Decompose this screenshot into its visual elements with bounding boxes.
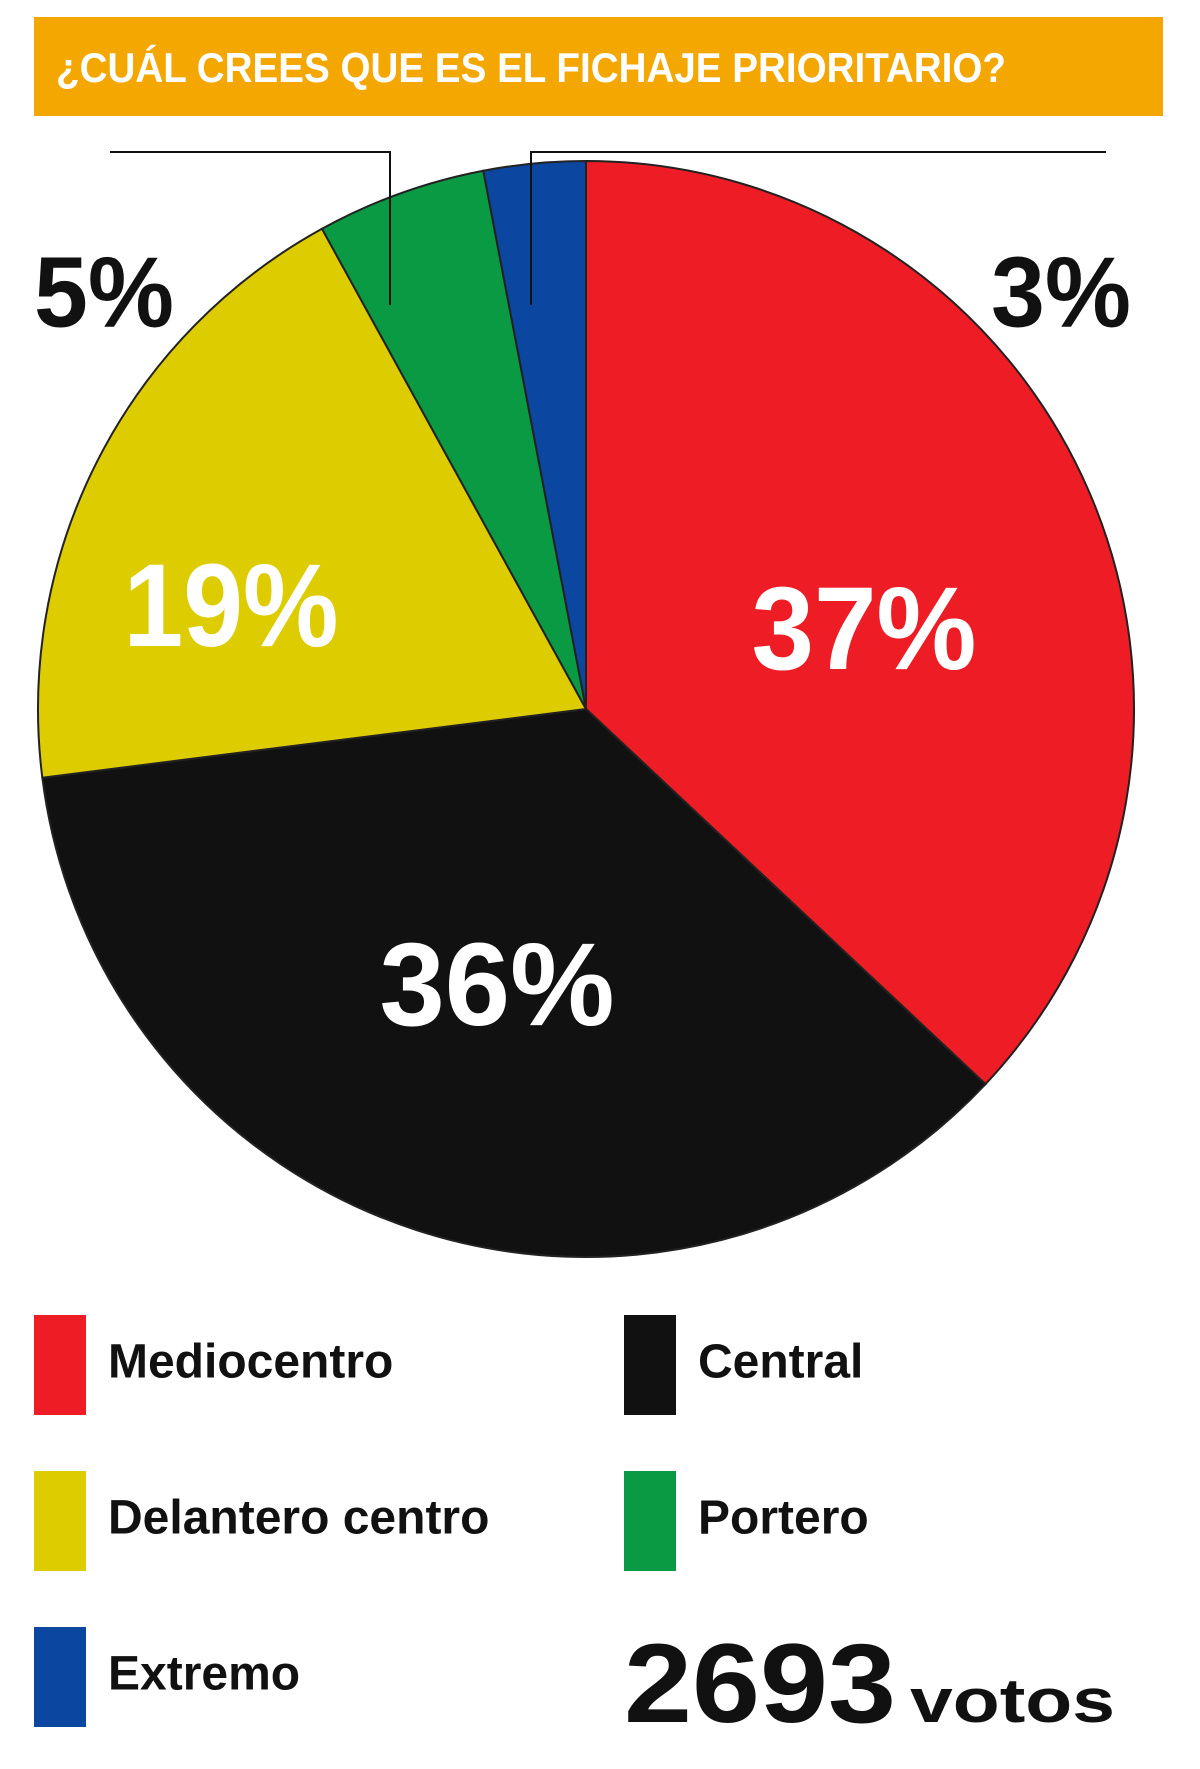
data-label: 37% xyxy=(752,563,977,695)
legend-swatch xyxy=(34,1471,86,1571)
leader-line xyxy=(530,151,1106,305)
legend-swatch xyxy=(624,1315,676,1415)
pie-slice xyxy=(482,159,587,710)
data-label: 5% xyxy=(34,236,174,348)
legend-label: Extremo xyxy=(108,1648,300,1701)
legend-label: Mediocentro xyxy=(108,1336,393,1389)
legend-swatch xyxy=(624,1471,676,1571)
chart-title: ¿CUÁL CREES QUE ES EL FICHAJE PRIORITARI… xyxy=(56,44,1006,91)
pie-slice xyxy=(320,169,587,710)
votes-label: votos xyxy=(910,1667,1115,1736)
legend-label: Portero xyxy=(698,1492,869,1545)
leader-line xyxy=(110,151,391,305)
pie-slice xyxy=(585,159,1135,1086)
data-label: 19% xyxy=(124,540,339,672)
data-label: 3% xyxy=(991,236,1131,348)
legend: Mediocentro Central Delantero centro Porter… xyxy=(34,1315,869,1727)
title-bar xyxy=(34,17,1163,116)
votes-count: 2693 xyxy=(624,1621,896,1746)
legend-label: Central xyxy=(698,1336,863,1389)
pie-slice xyxy=(37,227,588,779)
legend-swatch xyxy=(34,1627,86,1727)
data-label: 36% xyxy=(380,919,615,1051)
pie xyxy=(37,159,1135,1258)
pie-slice xyxy=(41,707,987,1258)
legend-label: Delantero centro xyxy=(108,1492,489,1545)
legend-swatch xyxy=(34,1315,86,1415)
